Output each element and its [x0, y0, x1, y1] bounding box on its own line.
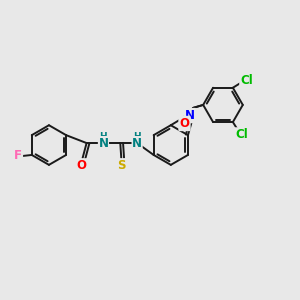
Text: H: H — [100, 132, 107, 141]
Text: Cl: Cl — [240, 74, 253, 87]
Text: N: N — [185, 109, 195, 122]
Text: N: N — [132, 136, 142, 150]
Text: F: F — [14, 149, 22, 162]
Text: O: O — [76, 159, 87, 172]
Text: O: O — [179, 117, 190, 130]
Text: H: H — [133, 132, 141, 141]
Text: N: N — [98, 136, 108, 150]
Text: Cl: Cl — [236, 128, 248, 141]
Text: S: S — [117, 159, 125, 172]
